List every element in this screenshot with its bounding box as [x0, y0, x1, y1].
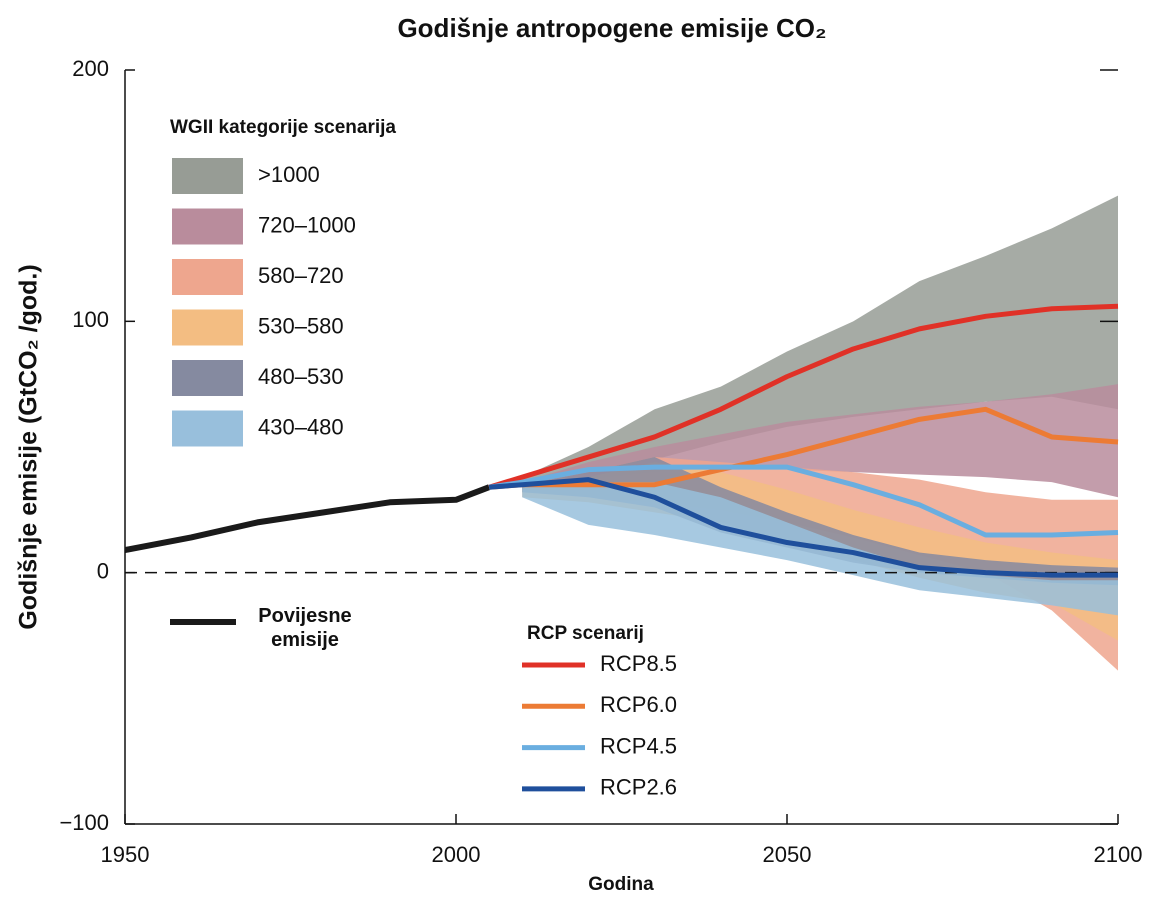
x-tick-label: 2100 — [1094, 842, 1143, 867]
x-axis-label: Godina — [588, 874, 654, 895]
x-tick-label: 2050 — [763, 842, 812, 867]
x-tick-label: 1950 — [101, 842, 150, 867]
scenario-band — [522, 457, 1118, 671]
legend-swatch — [172, 309, 243, 346]
legend-label: RCP4.5 — [600, 733, 677, 758]
legend-label: 530–580 — [258, 313, 344, 338]
rcp-line — [488, 464, 1119, 538]
y-tick-label: 200 — [72, 56, 109, 81]
y-tick-label: 100 — [72, 307, 109, 332]
legend-swatch — [172, 259, 243, 295]
y-tick-label: −100 — [59, 810, 109, 835]
chart-title: Godišnje antropogene emisije CO₂ — [397, 13, 826, 43]
rcp-line — [488, 406, 1119, 490]
rcp-line — [488, 477, 1118, 578]
legend-swatch — [172, 158, 243, 194]
scenario-band — [522, 195, 1118, 488]
historical-line — [124, 484, 491, 553]
rcp-legend-title: RCP scenarij — [527, 623, 644, 644]
legend-label: 430–480 — [258, 414, 344, 439]
legend-label: >1000 — [258, 162, 320, 187]
legend-label: 720–1000 — [258, 212, 356, 237]
legend-label: RCP8.5 — [600, 651, 677, 676]
y-axis-label: Godišnje emisije (GtCO₂ /god.) — [15, 264, 43, 629]
legend-label: RCP2.6 — [600, 775, 677, 800]
legend-swatch — [172, 360, 243, 396]
bands-legend-title: WGII kategorije scenarija — [170, 117, 396, 138]
legend-swatch — [172, 410, 243, 447]
x-tick-label: 2000 — [432, 842, 481, 867]
legend-label: RCP6.0 — [600, 692, 677, 717]
legend-label: 480–530 — [258, 364, 344, 389]
legend-label: 580–720 — [258, 263, 344, 288]
historical-legend-label: Povijesne emisije — [258, 605, 352, 651]
legend-swatch — [172, 208, 243, 245]
rcp-line — [488, 303, 1119, 490]
y-tick-label: 0 — [97, 558, 109, 583]
